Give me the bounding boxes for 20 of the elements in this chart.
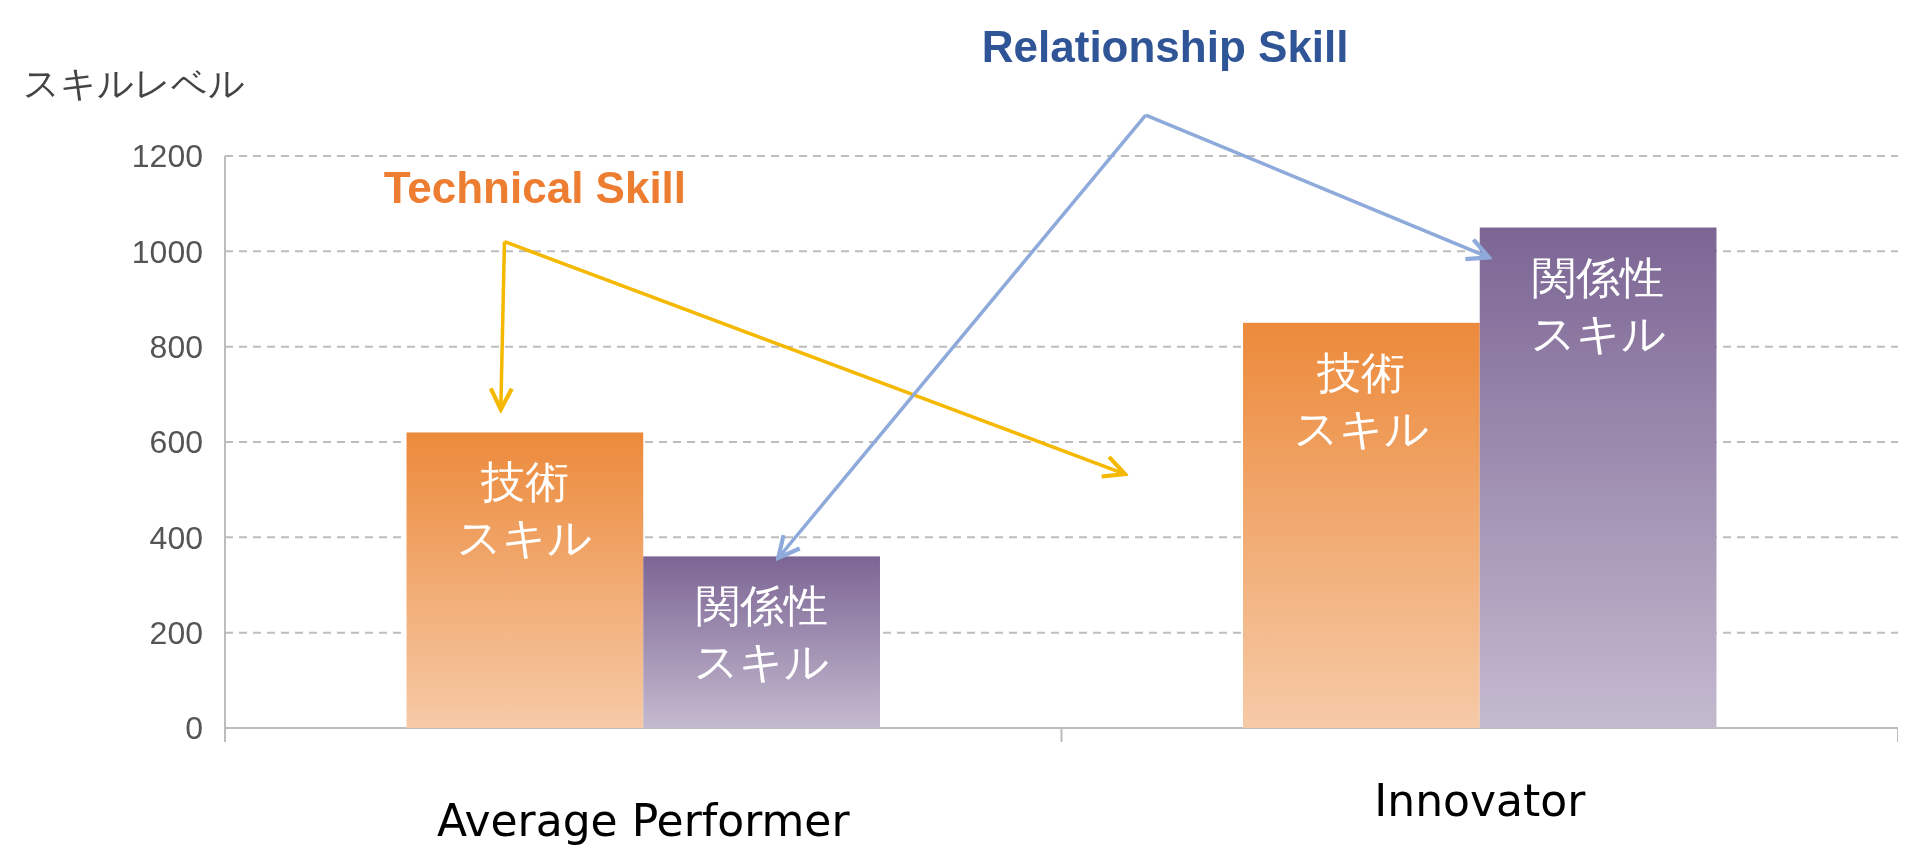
y-tick-label: 0 bbox=[185, 710, 203, 747]
y-tick-label: 1200 bbox=[131, 138, 203, 175]
y-tick-label: 800 bbox=[149, 328, 203, 365]
x-tick-label: Innovator bbox=[1374, 775, 1587, 826]
x-tick-label: Average Performer bbox=[436, 795, 851, 846]
text: 技術スキル bbox=[1293, 346, 1429, 454]
series-label: 関係性スキル bbox=[694, 580, 830, 688]
y-tick-label: 400 bbox=[149, 519, 203, 556]
text: Relationship Skill bbox=[981, 22, 1349, 72]
y-tick-label: 600 bbox=[149, 424, 203, 461]
series-label: 技術スキル bbox=[457, 456, 593, 564]
text: 関係性スキル bbox=[1530, 251, 1666, 359]
y-tick-label: 200 bbox=[149, 614, 203, 651]
bar bbox=[643, 556, 880, 728]
annotation: Technical Skill bbox=[383, 163, 687, 213]
bar bbox=[406, 432, 644, 728]
bar bbox=[1243, 322, 1480, 728]
y-tick-label: 1000 bbox=[131, 233, 203, 270]
bar bbox=[1479, 227, 1717, 728]
y-axis-title: スキルレベル bbox=[23, 63, 245, 104]
